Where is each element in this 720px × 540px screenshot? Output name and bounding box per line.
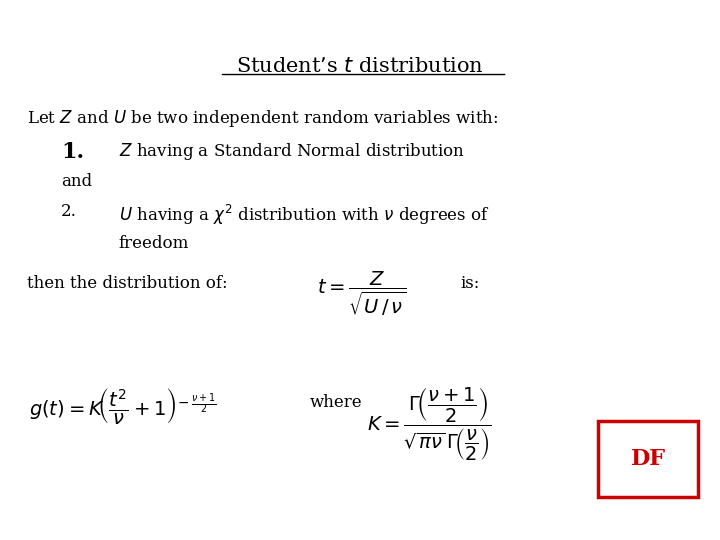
- Text: DF: DF: [631, 448, 665, 470]
- Text: $t = \dfrac{Z}{\sqrt{U\,/\,\nu}}$: $t = \dfrac{Z}{\sqrt{U\,/\,\nu}}$: [317, 270, 406, 319]
- Text: freedom: freedom: [119, 235, 189, 252]
- Text: is:: is:: [461, 275, 480, 292]
- Text: and: and: [61, 173, 92, 190]
- Text: 1.: 1.: [61, 141, 84, 164]
- Text: then the distribution of:: then the distribution of:: [27, 275, 228, 292]
- Text: where: where: [310, 394, 362, 411]
- Text: $K = \dfrac{\,\Gamma\!\left(\dfrac{\nu+1}{2}\right)}{\sqrt{\pi\nu}\,\Gamma\!\lef: $K = \dfrac{\,\Gamma\!\left(\dfrac{\nu+1…: [367, 386, 492, 463]
- Text: 2.: 2.: [61, 202, 77, 219]
- Text: Student’s $t$ distribution: Student’s $t$ distribution: [236, 57, 484, 76]
- Text: $Z$ having a Standard Normal distribution: $Z$ having a Standard Normal distributio…: [119, 141, 465, 163]
- FancyBboxPatch shape: [598, 421, 698, 497]
- Text: $U$ having a $\chi^2$ distribution with $\nu$ degrees of: $U$ having a $\chi^2$ distribution with …: [119, 202, 490, 227]
- Text: Let $Z$ and $U$ be two independent random variables with:: Let $Z$ and $U$ be two independent rando…: [27, 108, 499, 129]
- Text: $g(t) = K\!\left(\dfrac{t^2}{\nu}+1\right)^{\!-\frac{\nu+1}{2}}$: $g(t) = K\!\left(\dfrac{t^2}{\nu}+1\righ…: [29, 386, 217, 426]
